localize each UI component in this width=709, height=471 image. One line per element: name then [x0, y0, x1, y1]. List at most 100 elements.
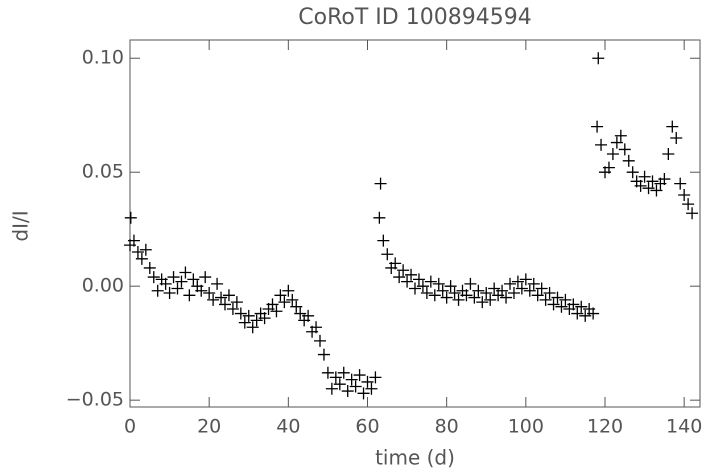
data-point	[325, 382, 338, 395]
data-point	[551, 291, 564, 304]
y-tick-label: −0.05	[66, 389, 124, 411]
data-point	[171, 282, 184, 295]
data-point	[389, 257, 402, 270]
data-point	[333, 378, 346, 391]
data-point	[571, 307, 584, 320]
data-point	[361, 375, 374, 388]
data-point	[357, 387, 370, 400]
data-point	[567, 298, 580, 311]
data-point	[381, 248, 394, 261]
data-point	[436, 284, 449, 297]
data-point	[555, 300, 568, 313]
data-point	[199, 271, 212, 284]
data-point	[428, 289, 441, 302]
x-tick-label: 40	[276, 416, 300, 438]
data-point	[662, 147, 675, 160]
data-point	[131, 245, 144, 258]
y-tick-label: 0.10	[82, 47, 124, 69]
data-point	[397, 264, 410, 277]
data-point	[658, 173, 671, 186]
data-point	[238, 316, 251, 329]
data-point	[377, 234, 390, 247]
data-point	[135, 252, 148, 265]
data-point	[405, 268, 418, 281]
data-point	[143, 261, 156, 274]
data-point	[373, 211, 386, 224]
data-point	[575, 300, 588, 313]
data-point	[420, 287, 433, 300]
data-point	[674, 177, 687, 190]
data-point	[448, 287, 461, 300]
data-point	[127, 234, 140, 247]
data-point	[159, 277, 172, 290]
data-point	[321, 366, 334, 379]
data-point	[686, 207, 699, 220]
data-point	[496, 284, 509, 297]
data-point	[504, 277, 516, 290]
x-tick-label: 60	[355, 416, 379, 438]
data-point	[614, 129, 627, 142]
data-point	[211, 277, 224, 290]
data-point	[610, 136, 623, 149]
data-point	[393, 271, 406, 284]
data-point	[595, 138, 608, 151]
data-point	[286, 293, 299, 306]
data-point	[666, 120, 679, 133]
data-point	[523, 284, 536, 297]
data-point	[345, 373, 358, 386]
data-point	[341, 385, 354, 398]
x-tick-label: 0	[124, 416, 136, 438]
data-point	[207, 293, 220, 306]
data-point	[175, 275, 188, 288]
data-point	[266, 298, 279, 311]
data-point	[230, 296, 243, 309]
data-point	[365, 382, 378, 395]
data-point	[519, 273, 532, 286]
data-point	[515, 282, 528, 295]
data-point	[270, 305, 283, 318]
data-point	[314, 334, 326, 347]
data-point	[151, 284, 164, 297]
data-point	[678, 189, 691, 202]
data-point	[416, 280, 429, 293]
data-point	[424, 275, 437, 288]
y-tick-label: 0.05	[82, 161, 124, 183]
data-point	[535, 282, 548, 295]
data-point	[222, 289, 235, 302]
data-point	[592, 52, 605, 65]
data-point	[290, 300, 303, 313]
data-point	[480, 287, 493, 300]
data-point	[591, 120, 604, 133]
data-point	[500, 291, 513, 304]
data-point	[638, 170, 651, 183]
data-point	[167, 271, 180, 284]
data-point	[179, 266, 192, 279]
data-point	[476, 296, 489, 309]
data-point	[183, 289, 196, 302]
x-tick-label: 140	[666, 416, 702, 438]
chart-title: CoRoT ID 100894594	[298, 5, 531, 30]
data-point	[626, 166, 639, 179]
data-point	[302, 309, 315, 322]
data-point	[369, 371, 382, 384]
data-point	[242, 309, 255, 322]
data-point	[531, 289, 544, 302]
data-point	[250, 314, 263, 327]
data-point	[329, 371, 342, 384]
data-point	[203, 287, 216, 300]
data-point	[468, 291, 481, 304]
data-point	[432, 277, 445, 290]
data-point	[317, 348, 330, 361]
data-point	[618, 143, 631, 156]
data-point	[484, 293, 497, 306]
data-point	[682, 198, 695, 211]
data-point	[670, 132, 683, 145]
data-point	[444, 280, 457, 293]
data-point	[282, 284, 295, 297]
data-point	[187, 273, 200, 286]
data-point	[452, 293, 465, 306]
data-point	[642, 182, 655, 195]
data-point	[278, 296, 291, 309]
data-point	[401, 275, 414, 288]
